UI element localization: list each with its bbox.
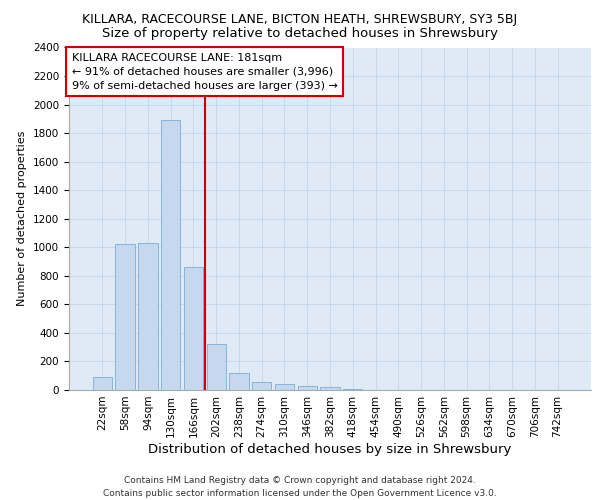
Bar — [206, 344, 226, 390]
Bar — [229, 373, 248, 390]
Bar — [298, 386, 317, 390]
Y-axis label: Number of detached properties: Number of detached properties — [17, 131, 28, 306]
Text: Size of property relative to detached houses in Shrewsbury: Size of property relative to detached ho… — [102, 28, 498, 40]
Bar — [184, 268, 203, 390]
Text: Contains HM Land Registry data © Crown copyright and database right 2024.
Contai: Contains HM Land Registry data © Crown c… — [103, 476, 497, 498]
Bar — [138, 243, 158, 390]
Bar — [275, 384, 294, 390]
Bar — [252, 382, 271, 390]
X-axis label: Distribution of detached houses by size in Shrewsbury: Distribution of detached houses by size … — [148, 442, 512, 456]
Bar — [320, 387, 340, 390]
Bar — [161, 120, 181, 390]
Text: KILLARA, RACECOURSE LANE, BICTON HEATH, SHREWSBURY, SY3 5BJ: KILLARA, RACECOURSE LANE, BICTON HEATH, … — [82, 12, 518, 26]
Text: KILLARA RACECOURSE LANE: 181sqm
← 91% of detached houses are smaller (3,996)
9% : KILLARA RACECOURSE LANE: 181sqm ← 91% of… — [71, 52, 337, 90]
Bar — [115, 244, 135, 390]
Bar — [93, 377, 112, 390]
